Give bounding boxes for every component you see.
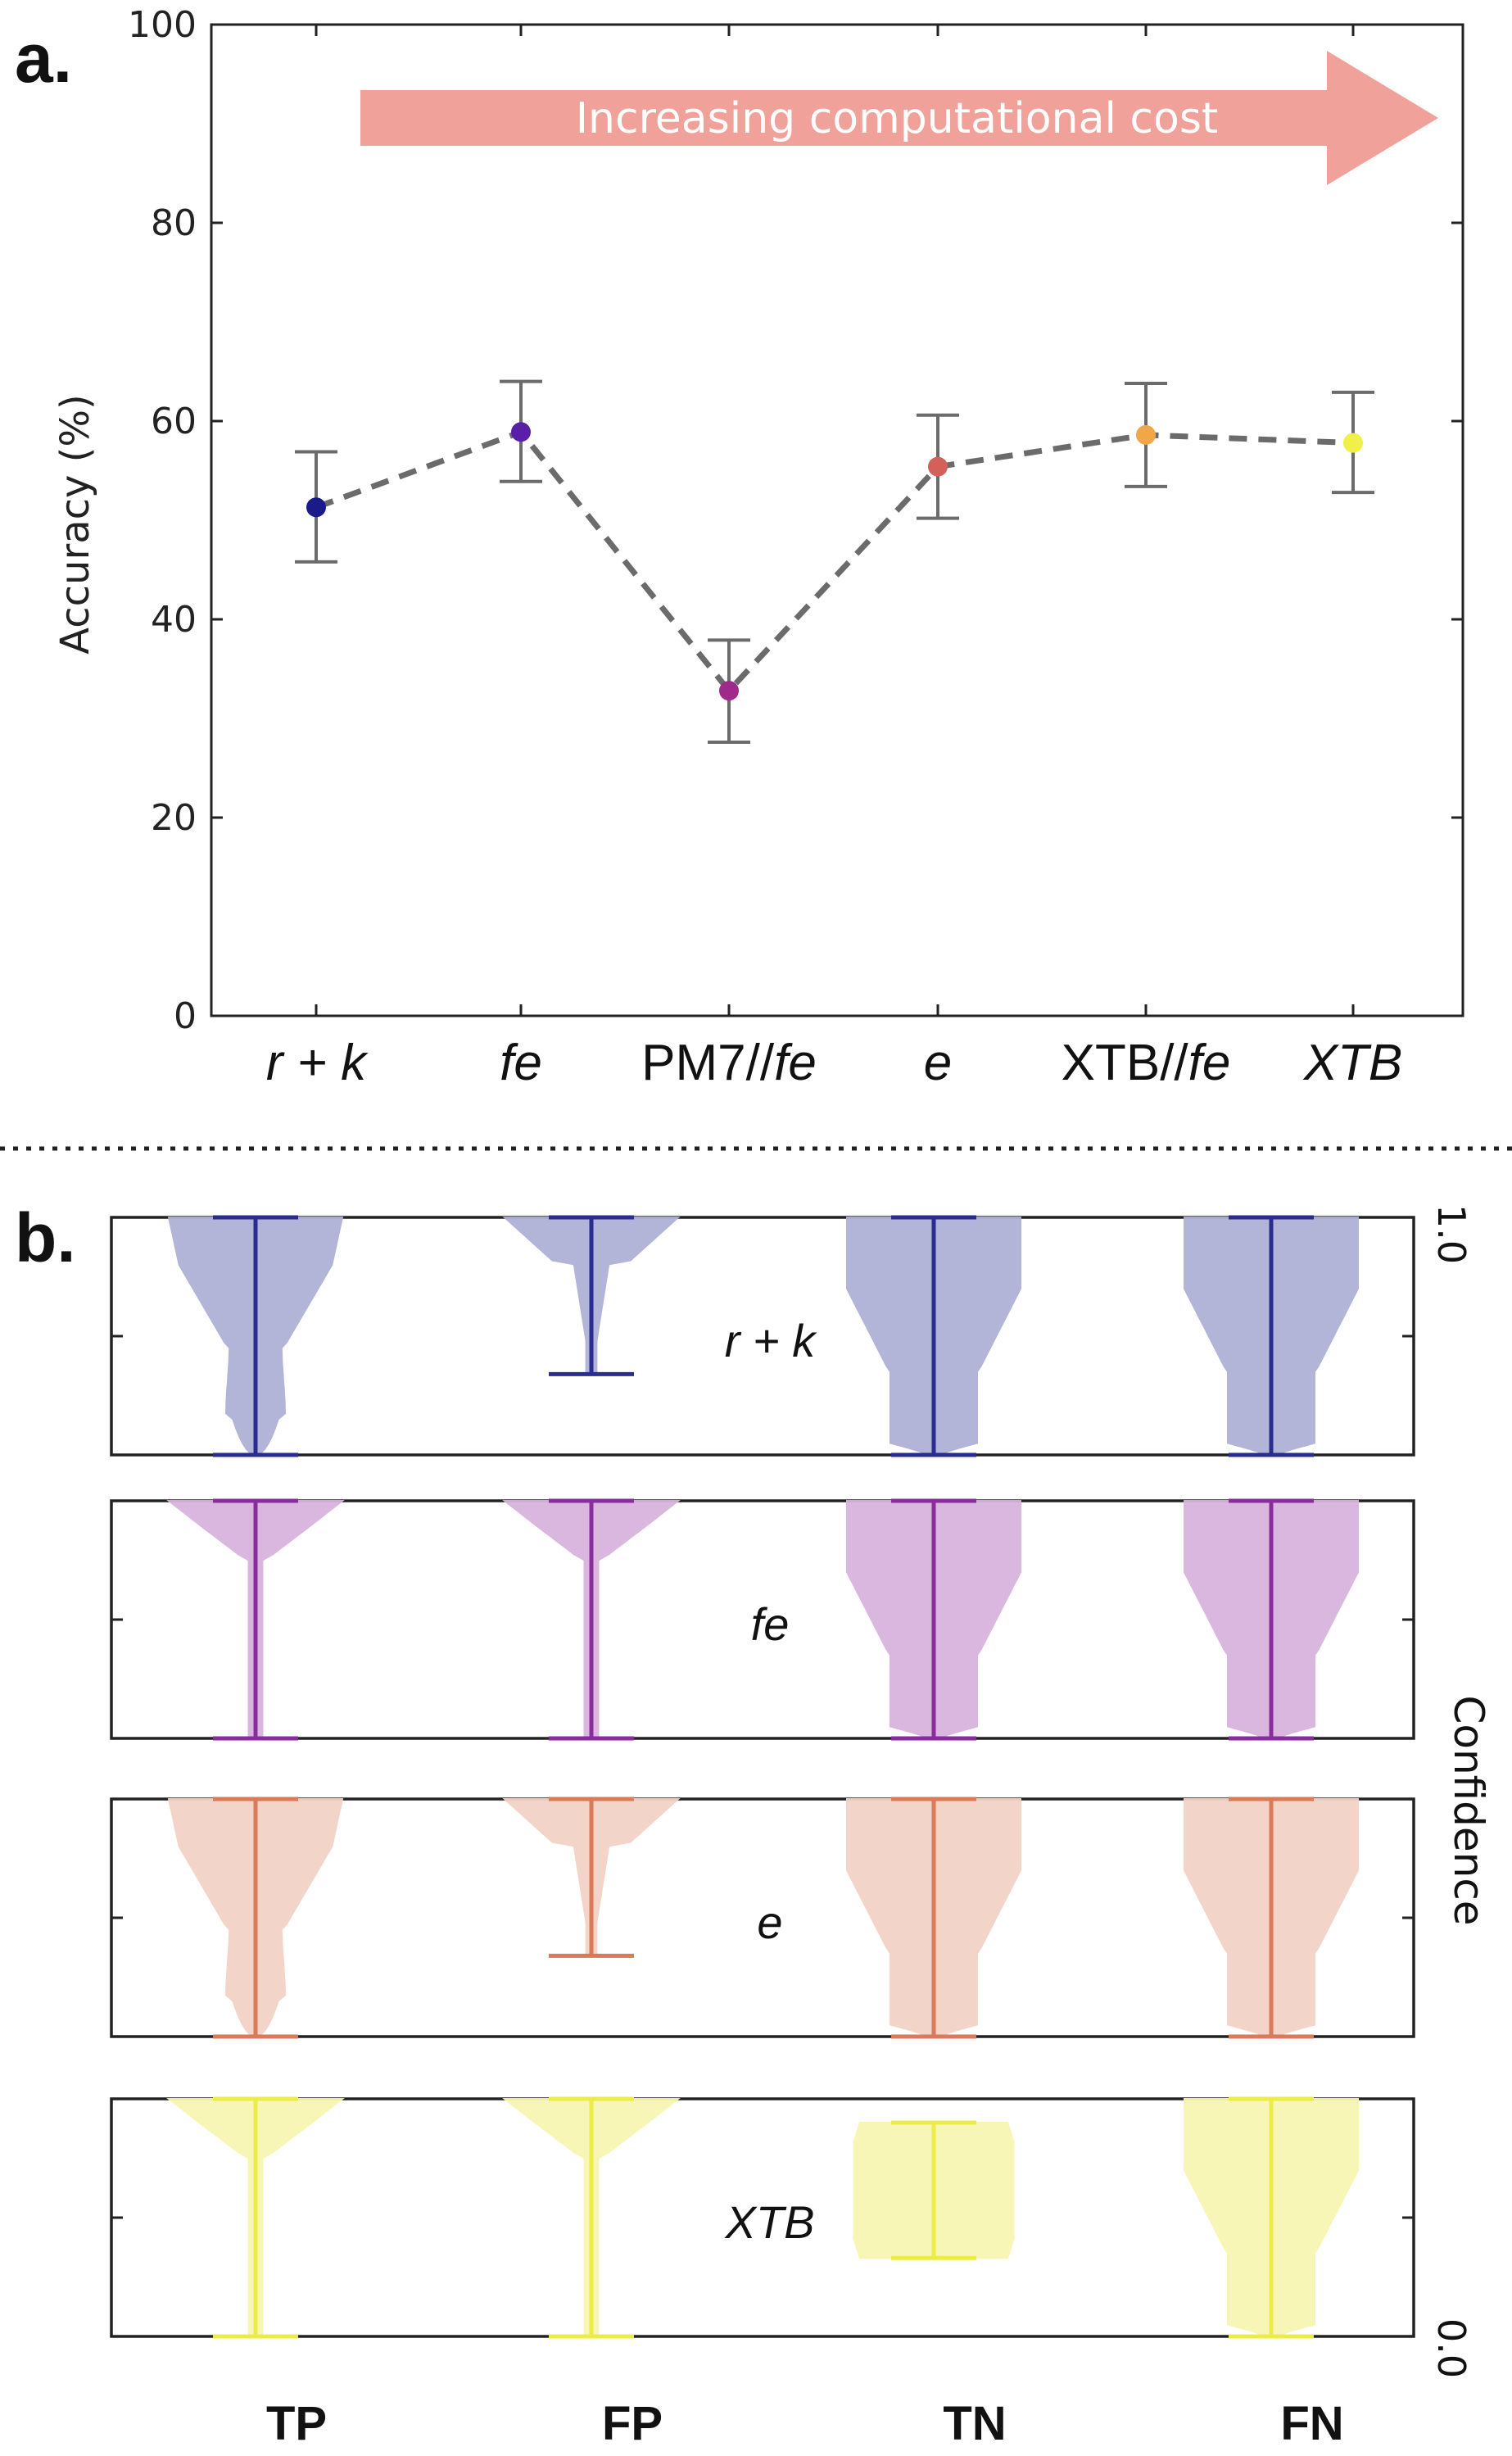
panel-a-plot: 0 20 40 60 80 100 r + k fe PM7//fe e XTB//fe XTB Inc… (128, 4, 1464, 1091)
panel-b-ylabel: Confidence (1445, 1695, 1492, 1925)
y-tick-label: 100 (128, 4, 197, 46)
data-point (1136, 424, 1156, 445)
row-label: r + k (725, 1315, 817, 1366)
row-label: fe (751, 1598, 790, 1650)
panel-a-ylabel: Accuracy (%) (52, 394, 98, 654)
row-label: XTB (724, 2196, 815, 2248)
plot-frame (210, 23, 1464, 1017)
conf-tick-top: 1.0 (1429, 1204, 1474, 1264)
data-point (1343, 433, 1363, 453)
x-tick-label: r + k (266, 1035, 369, 1091)
annotation-text: Increasing computational cost (576, 94, 1219, 143)
conf-tick-bottom: 0.0 (1429, 2318, 1474, 2378)
data-point (511, 422, 531, 442)
x-tick-label: PM7//fe (641, 1035, 817, 1091)
panel-b-plot: r + k fe e XTB TP FP TN FN 1.0 0.0 (110, 1204, 1474, 2450)
data-point (719, 681, 739, 701)
column-label: FP (602, 2397, 663, 2450)
row-label: e (757, 1896, 782, 1948)
y-tick-label: 60 (151, 401, 197, 442)
x-tick-label: XTB//fe (1062, 1035, 1231, 1091)
data-point (928, 456, 948, 477)
annotation-arrow (360, 51, 1438, 185)
y-tick-label: 20 (151, 797, 197, 839)
column-label: TN (943, 2397, 1006, 2450)
panel-a-letter: a. (15, 20, 72, 97)
series-line (315, 428, 1354, 696)
column-label: TP (266, 2397, 327, 2450)
x-tick-label: XTB (1302, 1035, 1403, 1091)
data-point (306, 497, 326, 518)
y-tick-label: 0 (174, 995, 197, 1037)
y-tick-label: 40 (151, 599, 197, 641)
x-tick-label: fe (500, 1035, 542, 1091)
column-label: FN (1280, 2397, 1343, 2450)
y-tick-label: 80 (151, 202, 197, 244)
panel-b-letter: b. (15, 1199, 76, 1276)
x-tick-label: e (924, 1035, 952, 1091)
